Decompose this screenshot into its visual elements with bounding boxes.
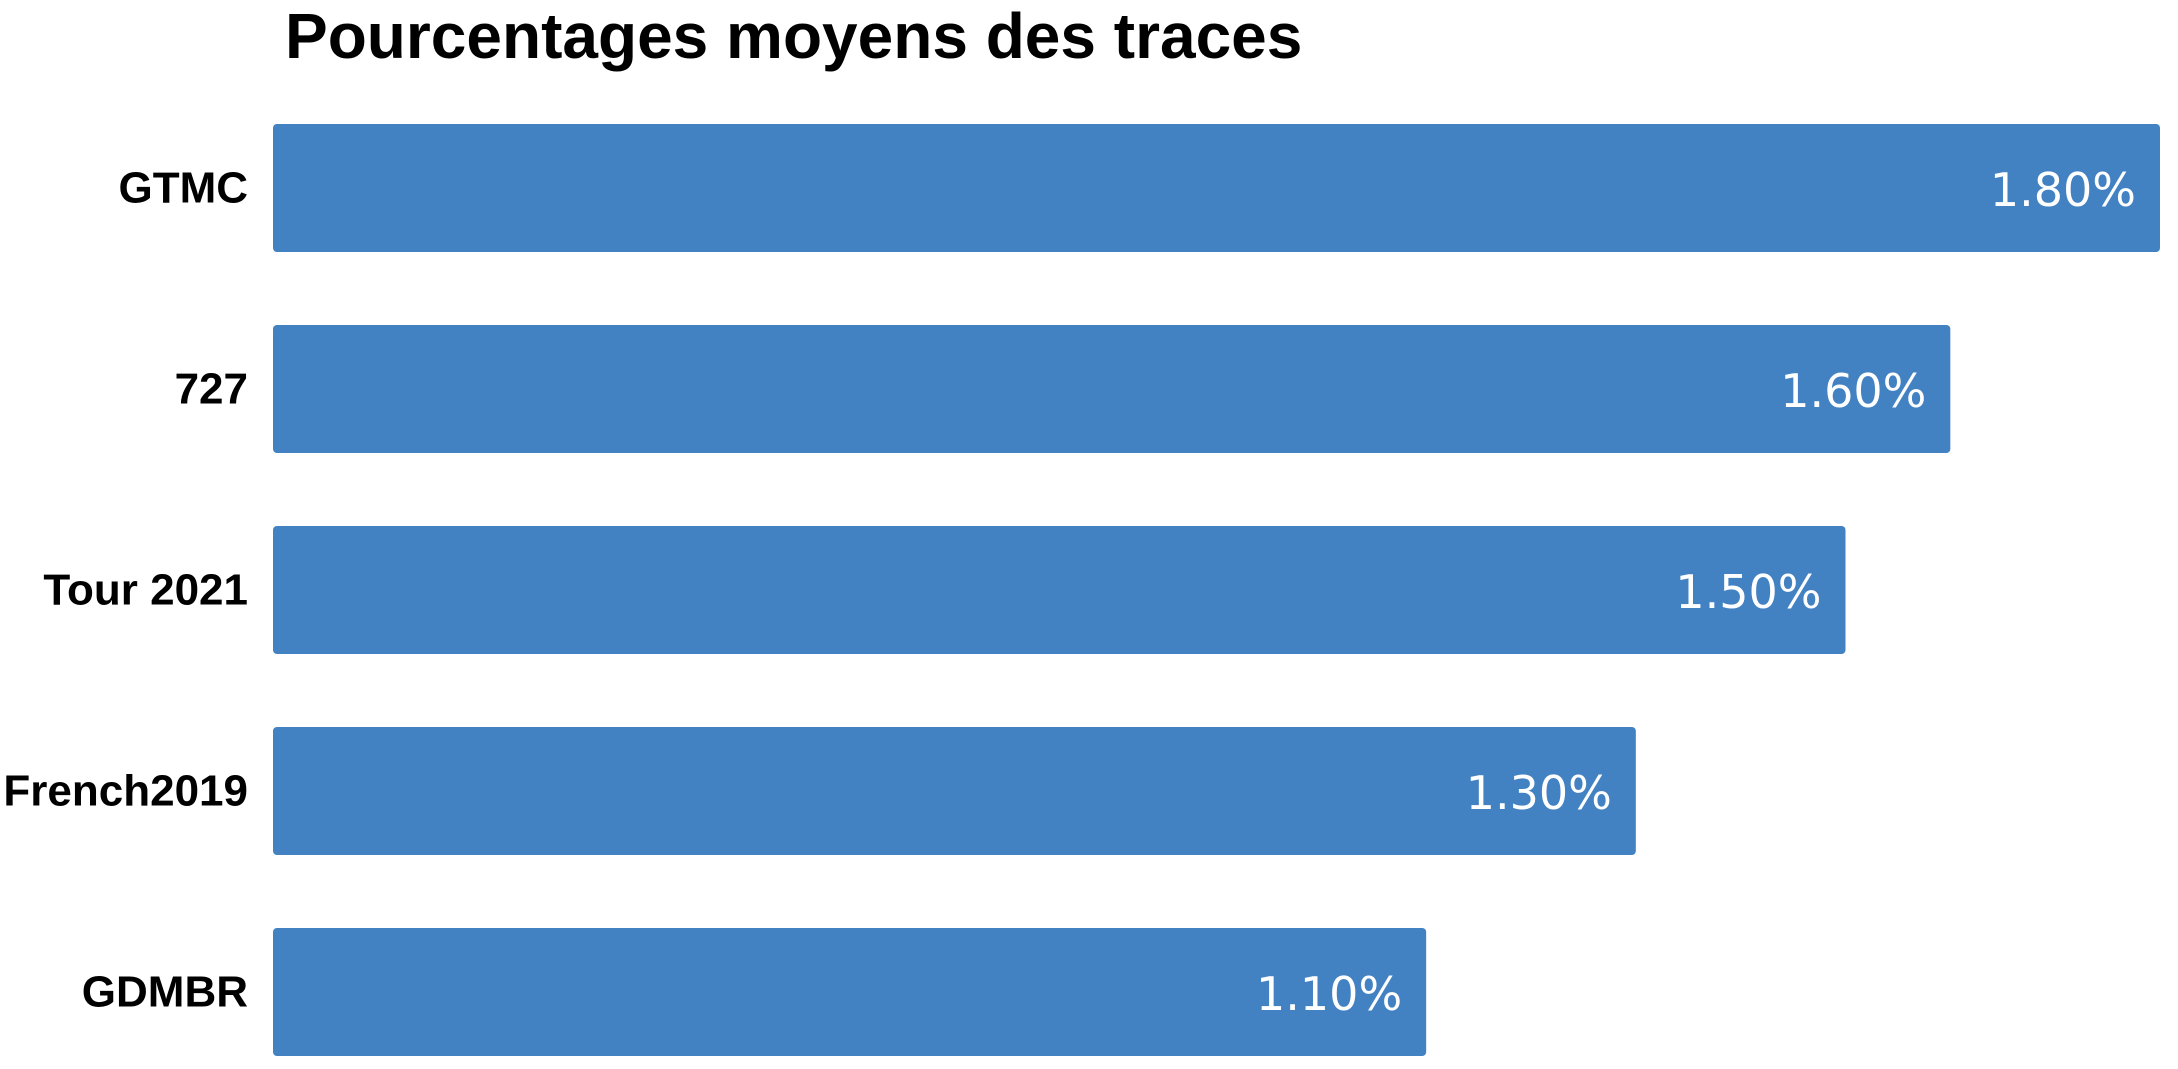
value-label: 1.10% bbox=[1256, 967, 1402, 1021]
category-label: 727 bbox=[175, 365, 248, 414]
bar-gtmc bbox=[273, 124, 2160, 252]
bar-gdmbr bbox=[273, 928, 1427, 1056]
bar-french2019 bbox=[273, 727, 1636, 855]
value-label: 1.50% bbox=[1675, 565, 1821, 619]
category-label: GTMC bbox=[118, 164, 248, 213]
value-label: 1.60% bbox=[1780, 364, 1926, 418]
category-label: French2019 bbox=[3, 767, 248, 816]
bars-group: GTMC 1.80% 727 1.60% Tour 2021 1.50% French201… bbox=[3, 124, 2160, 1056]
category-label: GDMBR bbox=[82, 968, 248, 1017]
bar-727 bbox=[273, 325, 1951, 453]
value-label: 1.30% bbox=[1466, 766, 1612, 820]
bar-tour-2021 bbox=[273, 526, 1846, 654]
value-label: 1.80% bbox=[1990, 163, 2136, 217]
chart-title: Pourcentages moyens des traces bbox=[285, 0, 1302, 72]
category-label: Tour 2021 bbox=[43, 566, 248, 615]
